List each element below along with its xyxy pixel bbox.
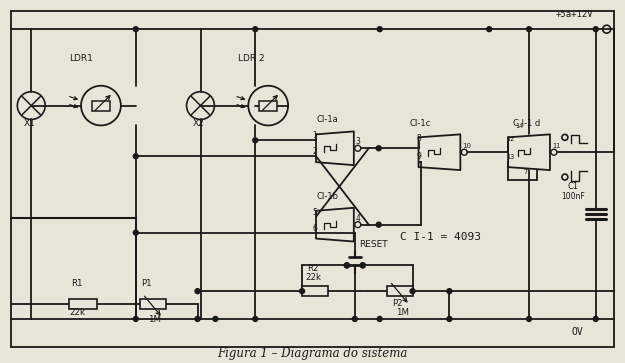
Bar bbox=[92, 101, 110, 111]
Circle shape bbox=[376, 146, 381, 151]
Text: P2: P2 bbox=[392, 299, 402, 308]
Circle shape bbox=[133, 230, 138, 235]
Circle shape bbox=[526, 317, 531, 321]
Circle shape bbox=[593, 317, 598, 321]
Bar bbox=[69, 299, 97, 309]
Text: RESET: RESET bbox=[359, 241, 388, 249]
Circle shape bbox=[526, 27, 531, 32]
Text: 7: 7 bbox=[523, 169, 528, 175]
Text: 14: 14 bbox=[515, 123, 524, 129]
Text: 5: 5 bbox=[312, 208, 317, 217]
Text: 8: 8 bbox=[416, 134, 421, 143]
Circle shape bbox=[195, 317, 200, 321]
Text: 3: 3 bbox=[356, 137, 361, 146]
Bar bbox=[387, 286, 412, 296]
Circle shape bbox=[360, 263, 365, 268]
Text: 22k: 22k bbox=[69, 308, 85, 317]
Text: C I-1 d: C I-1 d bbox=[513, 119, 541, 129]
Text: 100nF: 100nF bbox=[561, 192, 584, 201]
Text: CI-1a: CI-1a bbox=[317, 115, 339, 125]
Circle shape bbox=[378, 27, 382, 32]
Circle shape bbox=[133, 27, 138, 32]
Text: X1: X1 bbox=[23, 119, 35, 129]
Text: 9: 9 bbox=[416, 152, 421, 161]
Text: LDR1: LDR1 bbox=[69, 54, 93, 63]
Circle shape bbox=[344, 263, 349, 268]
Circle shape bbox=[299, 289, 304, 294]
Circle shape bbox=[376, 222, 381, 227]
Circle shape bbox=[593, 27, 598, 32]
Text: 1M: 1M bbox=[396, 308, 409, 317]
Text: 22k: 22k bbox=[305, 273, 321, 282]
Circle shape bbox=[352, 317, 357, 321]
Circle shape bbox=[195, 289, 200, 294]
Circle shape bbox=[253, 27, 258, 32]
Circle shape bbox=[133, 317, 138, 321]
Text: 2: 2 bbox=[312, 147, 317, 156]
Circle shape bbox=[360, 263, 365, 268]
Text: LDR 2: LDR 2 bbox=[238, 54, 265, 63]
Bar bbox=[259, 101, 277, 111]
Text: R1: R1 bbox=[71, 279, 82, 288]
Circle shape bbox=[378, 317, 382, 321]
Text: CI-1c: CI-1c bbox=[409, 119, 431, 129]
Circle shape bbox=[487, 27, 492, 32]
Circle shape bbox=[253, 138, 258, 143]
Text: C1: C1 bbox=[568, 182, 579, 191]
Circle shape bbox=[344, 263, 349, 268]
Circle shape bbox=[447, 317, 452, 321]
Text: R2: R2 bbox=[307, 264, 319, 273]
Circle shape bbox=[133, 154, 138, 159]
Text: CI-1b: CI-1b bbox=[317, 192, 339, 201]
Text: P1: P1 bbox=[141, 279, 151, 288]
Text: 6: 6 bbox=[312, 224, 317, 233]
Circle shape bbox=[213, 317, 218, 321]
Text: C I-1 = 4093: C I-1 = 4093 bbox=[399, 232, 481, 241]
Circle shape bbox=[447, 289, 452, 294]
Circle shape bbox=[253, 317, 258, 321]
Text: 13: 13 bbox=[506, 154, 514, 160]
Text: 1: 1 bbox=[312, 131, 317, 140]
Bar bbox=[140, 299, 166, 309]
Text: Figura 1 – Diagrama do sistema: Figura 1 – Diagrama do sistema bbox=[217, 347, 408, 360]
Bar bbox=[302, 286, 328, 296]
Text: 12: 12 bbox=[506, 136, 514, 142]
Text: OV: OV bbox=[572, 327, 584, 337]
Text: 11: 11 bbox=[552, 143, 560, 149]
Text: 4: 4 bbox=[356, 214, 361, 223]
Text: +5a+12V: +5a+12V bbox=[556, 10, 594, 19]
Circle shape bbox=[410, 289, 415, 294]
Text: 1M: 1M bbox=[148, 315, 161, 324]
Text: 10: 10 bbox=[462, 143, 471, 149]
Text: X2: X2 bbox=[192, 119, 204, 129]
